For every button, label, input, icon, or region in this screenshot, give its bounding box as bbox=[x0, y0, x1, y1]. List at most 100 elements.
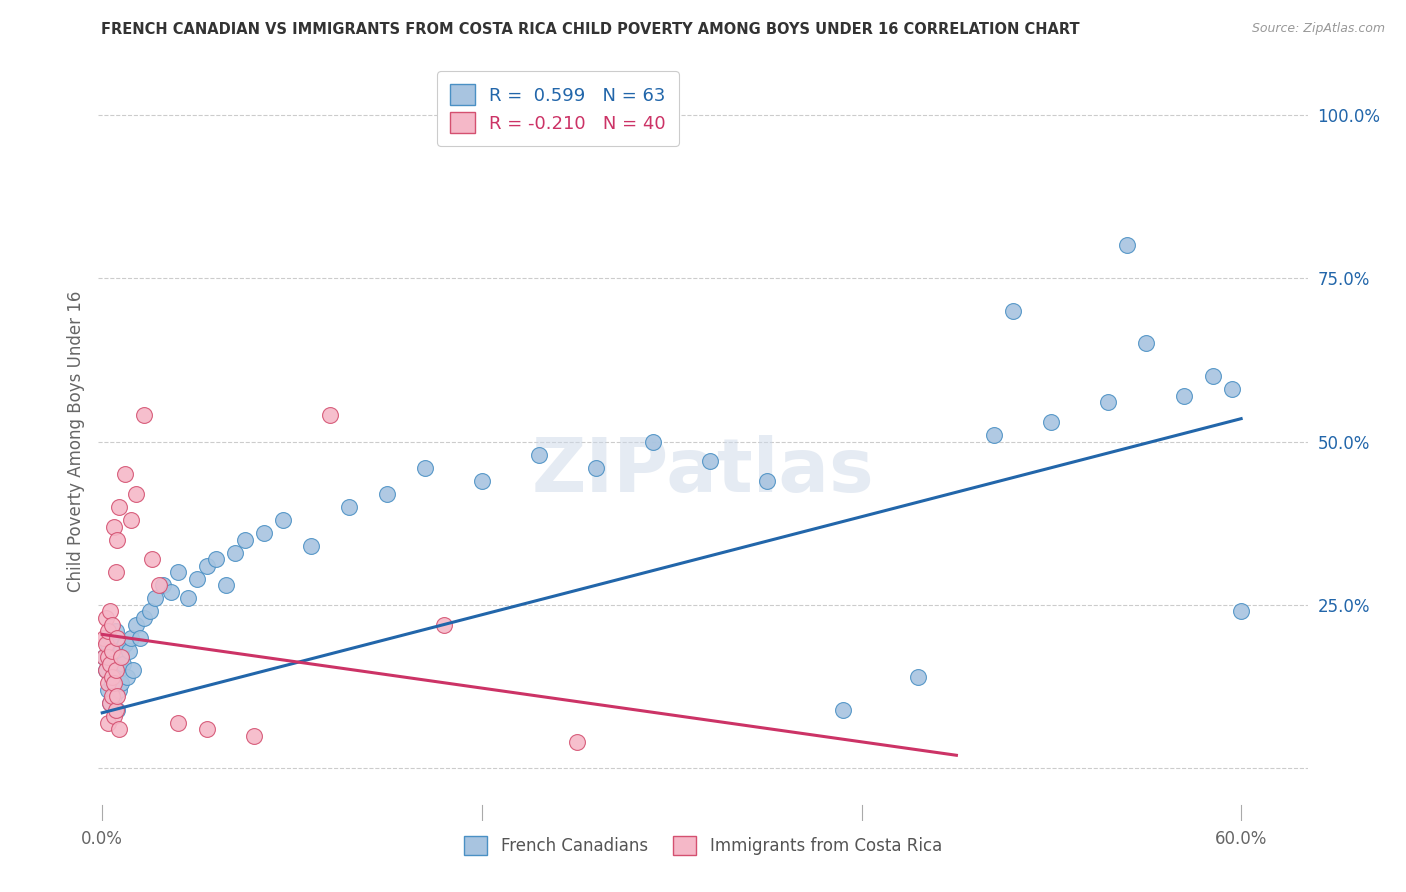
Point bbox=[94, 663, 117, 677]
Point bbox=[107, 702, 129, 716]
Point bbox=[107, 650, 129, 665]
Point bbox=[97, 637, 120, 651]
Point bbox=[103, 709, 125, 723]
Point bbox=[120, 631, 142, 645]
Point bbox=[565, 735, 588, 749]
Point bbox=[94, 611, 117, 625]
Point bbox=[167, 715, 190, 730]
Point bbox=[100, 670, 122, 684]
Point bbox=[699, 454, 721, 468]
Point bbox=[125, 487, 148, 501]
Point bbox=[148, 578, 170, 592]
Point bbox=[104, 702, 127, 716]
Point bbox=[186, 572, 208, 586]
Point bbox=[471, 474, 494, 488]
Legend: French Canadians, Immigrants from Costa Rica: French Canadians, Immigrants from Costa … bbox=[454, 826, 952, 865]
Point bbox=[252, 526, 274, 541]
Point bbox=[138, 605, 160, 619]
Point bbox=[243, 729, 266, 743]
Point bbox=[107, 631, 129, 645]
Point bbox=[100, 643, 122, 657]
Point bbox=[121, 663, 143, 677]
Point bbox=[205, 552, 228, 566]
Text: Source: ZipAtlas.com: Source: ZipAtlas.com bbox=[1251, 22, 1385, 36]
Point bbox=[100, 690, 122, 704]
Point bbox=[110, 650, 132, 665]
Point bbox=[97, 650, 120, 665]
Point bbox=[271, 513, 294, 527]
Point bbox=[115, 670, 138, 684]
Point bbox=[1220, 382, 1243, 396]
Point bbox=[97, 676, 120, 690]
Point bbox=[107, 533, 129, 547]
Point bbox=[97, 624, 120, 639]
Point bbox=[145, 591, 167, 606]
Point bbox=[527, 448, 550, 462]
Point bbox=[108, 500, 131, 514]
Point bbox=[97, 682, 120, 697]
Point bbox=[125, 617, 148, 632]
Point bbox=[433, 617, 456, 632]
Point bbox=[97, 715, 120, 730]
Point bbox=[103, 657, 125, 671]
Point bbox=[129, 631, 152, 645]
Point bbox=[98, 696, 121, 710]
Point bbox=[299, 539, 322, 553]
Point bbox=[413, 460, 436, 475]
Point bbox=[831, 702, 853, 716]
Point bbox=[983, 428, 1005, 442]
Point bbox=[167, 566, 190, 580]
Point bbox=[195, 722, 218, 736]
Point bbox=[375, 487, 398, 501]
Point bbox=[1116, 238, 1139, 252]
Point bbox=[110, 676, 132, 690]
Point bbox=[93, 650, 115, 665]
Point bbox=[159, 585, 181, 599]
Point bbox=[907, 670, 929, 684]
Point bbox=[112, 657, 135, 671]
Point bbox=[103, 519, 125, 533]
Point bbox=[755, 474, 778, 488]
Point bbox=[114, 467, 136, 482]
Point bbox=[104, 624, 127, 639]
Point bbox=[120, 513, 142, 527]
Point bbox=[1135, 336, 1157, 351]
Point bbox=[110, 643, 132, 657]
Point bbox=[214, 578, 236, 592]
Point bbox=[103, 676, 125, 690]
Point bbox=[1097, 395, 1119, 409]
Point bbox=[98, 605, 121, 619]
Point bbox=[104, 663, 127, 677]
Point bbox=[152, 578, 174, 592]
Point bbox=[319, 409, 342, 423]
Point bbox=[233, 533, 256, 547]
Point bbox=[176, 591, 198, 606]
Point bbox=[1002, 303, 1025, 318]
Point bbox=[103, 690, 125, 704]
Point bbox=[98, 631, 121, 645]
Text: ZIPatlas: ZIPatlas bbox=[531, 435, 875, 508]
Point bbox=[1230, 605, 1253, 619]
Point bbox=[100, 643, 122, 657]
Text: FRENCH CANADIAN VS IMMIGRANTS FROM COSTA RICA CHILD POVERTY AMONG BOYS UNDER 16 : FRENCH CANADIAN VS IMMIGRANTS FROM COSTA… bbox=[101, 22, 1080, 37]
Point bbox=[100, 617, 122, 632]
Point bbox=[93, 631, 115, 645]
Point bbox=[108, 682, 131, 697]
Point bbox=[114, 637, 136, 651]
Point bbox=[132, 409, 155, 423]
Point bbox=[195, 558, 218, 573]
Point bbox=[104, 670, 127, 684]
Point bbox=[224, 546, 246, 560]
Point bbox=[98, 696, 121, 710]
Point bbox=[141, 552, 163, 566]
Point bbox=[100, 676, 122, 690]
Point bbox=[1173, 389, 1195, 403]
Point bbox=[93, 650, 115, 665]
Point bbox=[94, 663, 117, 677]
Y-axis label: Child Poverty Among Boys Under 16: Child Poverty Among Boys Under 16 bbox=[66, 291, 84, 592]
Point bbox=[641, 434, 664, 449]
Point bbox=[108, 663, 131, 677]
Point bbox=[107, 690, 129, 704]
Point bbox=[1201, 369, 1223, 384]
Point bbox=[94, 637, 117, 651]
